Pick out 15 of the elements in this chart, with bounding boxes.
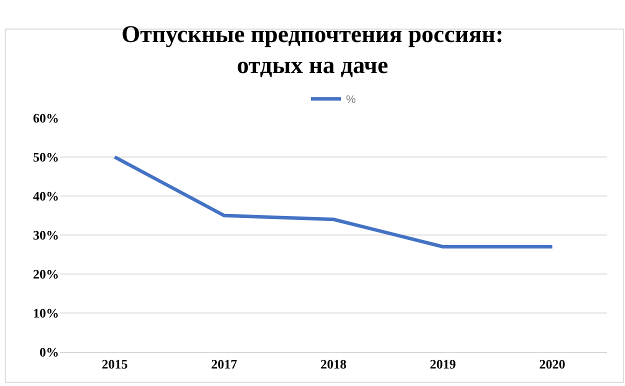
x-tick-label: 2017 <box>211 356 238 372</box>
y-tick-label: 60% <box>33 110 59 126</box>
y-tick-label: 0% <box>40 344 59 360</box>
x-tick-label: 2015 <box>102 356 128 372</box>
y-tick-label: 50% <box>33 150 59 165</box>
y-tick-label: 20% <box>33 266 59 282</box>
y-tick-label: 30% <box>33 228 59 243</box>
chart-title: Отпускные предпочтения россиян: отдых на даче <box>121 22 504 80</box>
y-tick-label: 40% <box>33 188 59 204</box>
x-tick-label: 2019 <box>430 356 456 372</box>
line-series <box>112 155 554 248</box>
x-tick-label: 2018 <box>320 356 347 372</box>
x-tick-label: 2020 <box>539 356 566 372</box>
legend-label: % <box>346 94 356 106</box>
y-tick-label: 10% <box>33 306 59 321</box>
